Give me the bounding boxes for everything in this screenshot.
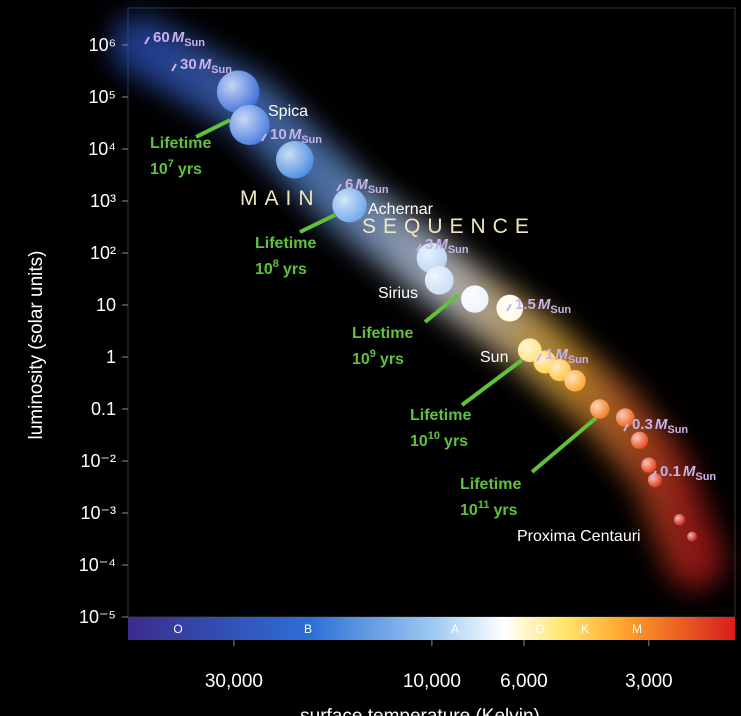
star-shine bbox=[687, 532, 697, 542]
mass-unit: M bbox=[655, 416, 668, 433]
spectral-class: M bbox=[632, 622, 642, 636]
lifetime-label: Lifetime bbox=[255, 235, 316, 252]
mass-value: 6 bbox=[345, 176, 353, 193]
mass-unit: M bbox=[683, 463, 696, 480]
spectral-class: B bbox=[304, 622, 312, 636]
x-tick-label: 3,000 bbox=[625, 671, 673, 692]
x-tick-label: 10,000 bbox=[403, 671, 461, 692]
spectral-class: O bbox=[173, 622, 182, 636]
spectral-class: K bbox=[581, 622, 589, 636]
y-tick-label: 10⁻³ bbox=[80, 503, 116, 523]
mass-unit-sub: Sun bbox=[667, 424, 688, 436]
star-shine bbox=[461, 285, 488, 312]
mass-value: 10 bbox=[270, 126, 287, 143]
mass-unit-sub: Sun bbox=[211, 64, 232, 76]
mass-value: 3 bbox=[425, 236, 433, 253]
mass-unit-sub: Sun bbox=[568, 354, 589, 366]
mass-unit-sub: Sun bbox=[448, 244, 469, 256]
y-tick-label: 10⁴ bbox=[88, 139, 116, 159]
star-shine bbox=[425, 266, 454, 295]
mass-unit: M bbox=[355, 176, 368, 193]
lifetime-unit: yrs bbox=[178, 161, 202, 178]
star-shine bbox=[631, 432, 648, 449]
region-label: MAIN bbox=[240, 187, 321, 210]
mass-value: 30 bbox=[180, 56, 197, 73]
star-shine bbox=[564, 370, 585, 391]
mass-unit: M bbox=[435, 236, 448, 253]
mass-unit-sub: Sun bbox=[301, 134, 322, 146]
mass-value: 0.1 bbox=[660, 463, 681, 480]
star-name: Spica bbox=[268, 103, 308, 120]
x-axis-label: surface temperature (Kelvin) bbox=[300, 706, 540, 716]
mass-unit-sub: Sun bbox=[368, 184, 389, 196]
y-tick-label: 10³ bbox=[90, 191, 116, 211]
mass-value: 0.3 bbox=[632, 416, 653, 433]
y-tick-label: 10⁶ bbox=[89, 35, 116, 55]
y-axis-label: luminosity (solar units) bbox=[26, 251, 47, 440]
mass-unit-sub: Sun bbox=[695, 471, 716, 483]
y-tick-label: 10 bbox=[96, 295, 116, 315]
lifetime-label: Lifetime bbox=[410, 407, 471, 424]
y-tick-label: 10² bbox=[90, 243, 116, 263]
star-name: Proxima Centauri bbox=[517, 528, 641, 545]
lifetime-base: 10 bbox=[352, 351, 370, 368]
lifetime-base: 10 bbox=[255, 261, 273, 278]
mass-value: 1 bbox=[545, 346, 553, 363]
mass-unit-sub: Sun bbox=[184, 37, 205, 49]
star-shine bbox=[674, 514, 685, 525]
lifetime-base: 10 bbox=[410, 433, 428, 450]
x-tick-label: 6,000 bbox=[500, 671, 548, 692]
chart: luminosity (solar units) surface tempera… bbox=[0, 0, 741, 716]
lifetime-base: 10 bbox=[150, 161, 168, 178]
y-tick-label: 10⁻⁴ bbox=[79, 555, 116, 575]
lifetime-label: Lifetime bbox=[352, 325, 413, 342]
mass-value: 60 bbox=[153, 29, 170, 46]
mass-unit: M bbox=[555, 346, 568, 363]
spectral-class: A bbox=[451, 622, 459, 636]
lifetime-unit: yrs bbox=[380, 351, 404, 368]
star-shine bbox=[276, 141, 314, 179]
y-tick-label: 0.1 bbox=[91, 399, 116, 419]
star-name: Sirius bbox=[378, 285, 418, 302]
lifetime-exponent: 10 bbox=[428, 430, 440, 442]
lifetime-exponent: 11 bbox=[478, 499, 490, 511]
mass-unit: M bbox=[199, 56, 212, 73]
lifetime-exponent: 8 bbox=[273, 258, 279, 270]
lifetime-exponent: 9 bbox=[370, 348, 376, 360]
lifetime-unit: yrs bbox=[444, 433, 468, 450]
region-label: SEQUENCE bbox=[362, 215, 536, 238]
y-tick-label: 10⁻² bbox=[80, 451, 116, 471]
mass-unit: M bbox=[538, 296, 551, 313]
mass-unit: M bbox=[172, 29, 185, 46]
mass-unit: M bbox=[289, 126, 302, 143]
star-shine bbox=[641, 458, 656, 473]
lifetime-label: Lifetime bbox=[460, 476, 521, 493]
star-shine bbox=[590, 399, 609, 418]
lifetime-unit: yrs bbox=[493, 502, 517, 519]
spectral-class: G bbox=[535, 622, 544, 636]
lifetime-label: Lifetime bbox=[150, 135, 211, 152]
lifetime-base: 10 bbox=[460, 502, 478, 519]
lifetime-unit: yrs bbox=[283, 261, 307, 278]
spectral-class: F bbox=[501, 622, 508, 636]
color-bar bbox=[128, 617, 735, 640]
x-tick-label: 30,000 bbox=[205, 671, 263, 692]
star-name: Sun bbox=[480, 349, 508, 366]
y-tick-label: 10⁵ bbox=[89, 87, 116, 107]
mass-value: 1.5 bbox=[515, 296, 536, 313]
mass-unit-sub: Sun bbox=[550, 304, 571, 316]
lifetime-exponent: 7 bbox=[168, 158, 174, 170]
y-tick-label: 1 bbox=[106, 347, 116, 367]
y-tick-label: 10⁻⁵ bbox=[79, 607, 116, 627]
